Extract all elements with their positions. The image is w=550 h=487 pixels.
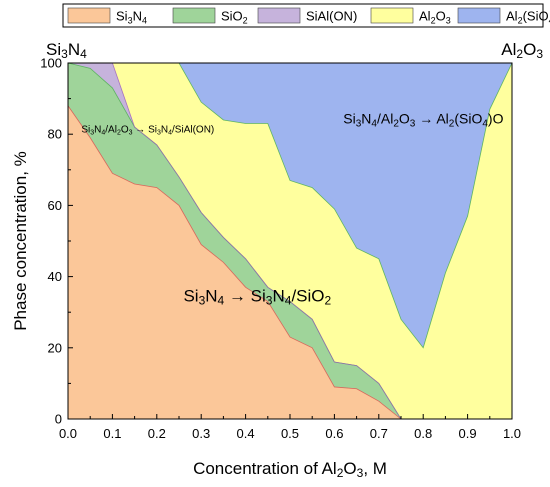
y-tick-label: 0 [55,412,62,427]
area-si3n4 [68,105,512,419]
annotation-1: Si3N4/Al2O3 → Al2(SiO4)O [343,111,503,130]
legend-label-sial-on: SiAl(ON) [306,9,357,24]
y-tick-label: 40 [48,269,62,284]
x-tick-label: 0.4 [237,426,255,441]
x-tick-label: 0.0 [59,426,77,441]
x-tick-label: 0.6 [325,426,343,441]
corner-labels: Si3N4 Al2O3 [46,40,543,61]
y-tick-label: 20 [48,340,62,355]
x-axis-title: Concentration of Al2O3, M [193,459,387,480]
annotation-3: Si3N4 → Si3N4/SiO2 [183,287,331,308]
axes: 0.0 0.1 0.2 0.3 0.4 0.5 0.6 0.7 0.8 0.9 1.0 0 20 40 60… [11,56,521,481]
y-tick-label: 100 [40,56,62,71]
x-tick-label: 0.9 [459,426,477,441]
legend-swatch-al2o3 [370,7,414,24]
annotations: Si3N4/Al2O3 → Al2(SiO4)O Si3N4/Al2O3 → Si… [81,111,503,308]
y-tick-label: 60 [48,198,62,213]
area-al2-sio4-o [68,63,512,348]
annotation-2: Si3N4/Al2O3 → Si3N4/SiAl(ON) [81,124,214,136]
x-tick-label: 1.0 [503,426,521,441]
x-tick-label: 0.5 [281,426,299,441]
x-tick-label: 0.1 [103,426,121,441]
x-tick-label: 0.7 [370,426,388,441]
legend: Si3N4 SiO2 SiAl(ON) Al2O3 Al2(SiO4)O [62,3,550,28]
legend-swatch-sio2 [172,7,216,24]
plot-area [67,62,513,420]
x-tick-label: 0.3 [192,426,210,441]
legend-swatch-sial-on [257,7,301,24]
corner-label-right: Al2O3 [501,40,543,61]
x-tick-label: 0.8 [414,426,432,441]
y-axis-title: Phase concentration, % [11,151,30,331]
area-sio2 [68,63,512,419]
legend-label-si3n4: Si3N4 [116,9,147,26]
legend-swatch-al2-sio4-o [457,7,501,24]
legend-swatch-si3n4 [67,7,111,24]
legend-label-al2-sio4-o: Al2(SiO4)O [506,9,550,26]
legend-label-al2o3: Al2O3 [419,9,451,26]
legend-label-sio2: SiO2 [221,9,248,26]
area-al2o3 [68,63,512,419]
corner-label-left: Si3N4 [46,40,87,61]
y-tick-label: 80 [48,127,62,142]
x-tick-label: 0.2 [148,426,166,441]
